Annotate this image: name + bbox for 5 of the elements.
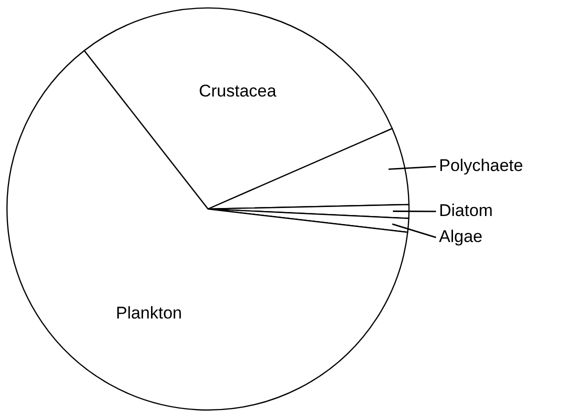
slice-label: Crustacea xyxy=(198,82,277,101)
slice-label: Plankton xyxy=(116,304,182,323)
slice-label: Algae xyxy=(439,226,482,246)
slice-label: Polychaete xyxy=(439,156,524,176)
slice-label: Diatom xyxy=(439,200,493,220)
